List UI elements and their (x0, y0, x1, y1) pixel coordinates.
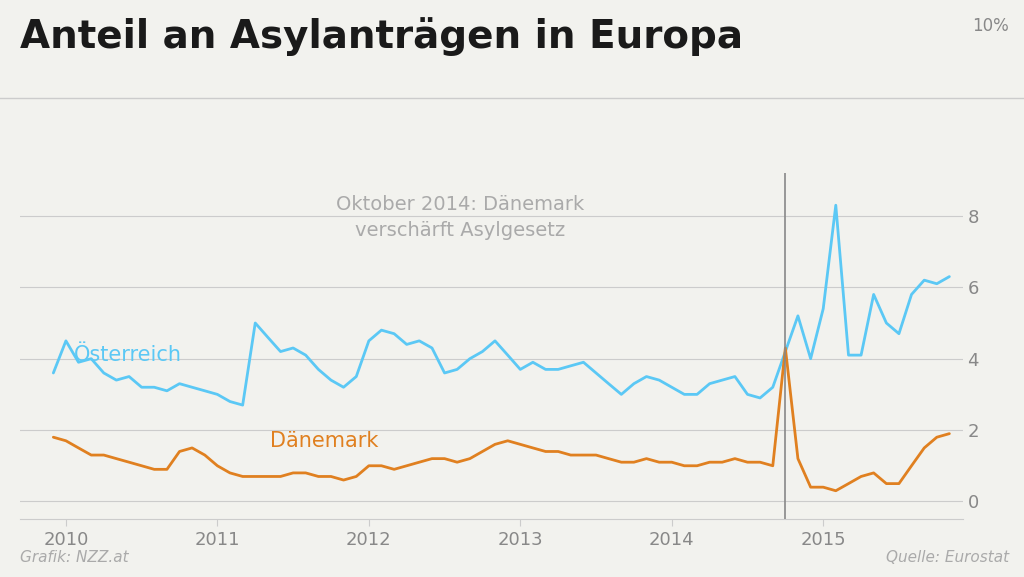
Text: Quelle: Eurostat: Quelle: Eurostat (886, 550, 1009, 565)
Text: Grafik: NZZ.at: Grafik: NZZ.at (20, 550, 129, 565)
Text: Anteil an Asylanträgen in Europa: Anteil an Asylanträgen in Europa (20, 17, 743, 56)
Text: verschärft Asylgesetz: verschärft Asylgesetz (354, 222, 565, 240)
Text: 10%: 10% (972, 17, 1009, 35)
Text: Österreich: Österreich (74, 345, 181, 365)
Text: Dänemark: Dänemark (270, 431, 379, 451)
Text: Oktober 2014: Dänemark: Oktober 2014: Dänemark (336, 194, 584, 213)
